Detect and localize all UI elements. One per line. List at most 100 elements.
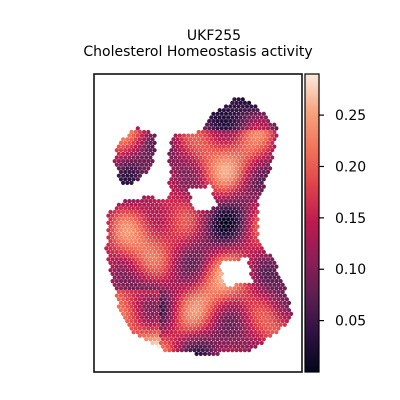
tissue-spot [268,326,273,331]
tissue-spot [137,224,142,229]
tissue-spot [114,257,119,262]
tissue-spot [173,322,178,327]
tissue-spot [244,315,250,320]
tissue-spot [226,159,231,164]
tissue-spot [213,319,218,324]
tissue-spot [215,264,220,269]
tissue-spot [144,235,149,240]
tissue-spot [156,271,161,276]
tissue-spot [131,177,136,182]
tissue-spot [213,115,218,120]
tissue-spot [186,191,191,196]
tissue-spot [215,199,220,204]
tissue-spot [219,337,224,342]
tissue-spot [169,148,174,153]
tissue-spot [200,311,205,316]
tissue-spot [152,148,157,153]
tissue-spot [142,144,147,149]
tissue-spot [167,333,172,338]
tissue-spot [186,228,191,233]
tissue-spot [219,249,224,255]
tissue-spot [249,133,254,138]
tissue-spot [244,322,250,327]
tissue-spot [125,297,130,302]
tissue-spot [131,148,136,153]
tissue-spot [215,257,220,262]
tissue-spot [228,148,233,153]
tissue-spot [217,319,222,324]
tissue-spot [253,111,258,116]
tissue-spot [150,268,155,273]
tissue-spot [121,209,126,215]
tissue-spot [169,286,174,291]
tissue-spot [244,191,250,196]
tissue-spot [152,300,157,306]
tissue-spot [160,322,166,327]
tissue-spot [165,279,170,284]
tissue-spot [207,337,212,342]
tissue-spot [186,249,191,255]
tissue-spot [236,162,241,167]
tissue-spot [257,264,262,269]
tissue-spot [173,228,178,233]
tissue-spot [238,137,243,142]
tissue-spot [163,217,168,222]
tissue-spot [135,322,140,327]
tissue-spot [133,151,138,156]
tissue-spot [247,231,252,236]
tissue-spot [209,304,214,309]
tissue-spot [223,330,229,335]
tissue-spot [261,148,266,153]
tissue-spot [226,217,231,222]
tissue-spot [194,264,199,269]
tissue-spot [129,326,134,331]
tissue-spot [251,217,256,222]
tissue-spot [217,282,222,287]
tissue-spot [116,239,121,244]
tissue-spot [217,144,222,149]
tissue-spot [259,188,264,193]
tissue-spot [230,115,235,120]
tissue-spot [249,330,254,335]
tissue-spot [253,148,258,153]
tissue-spot [129,217,134,222]
tissue-spot [236,126,241,131]
tissue-spot [240,286,245,291]
tissue-spot [253,126,258,131]
tissue-spot [249,199,254,204]
tissue-spot [110,271,115,276]
tissue-spot [198,308,203,313]
tissue-spot [112,275,117,280]
tissue-spot [215,279,220,284]
tissue-spot [265,169,271,175]
tissue-spot [129,282,134,287]
tissue-spot [234,326,239,331]
tissue-spot [238,108,243,113]
tissue-spot [209,217,214,222]
tissue-spot [188,326,193,331]
tissue-spot [181,286,187,291]
tissue-spot [219,300,224,306]
chart-subtitle: Cholesterol Homeostasis activity [83,44,312,60]
tissue-spot [171,268,176,273]
tissue-spot [173,184,178,189]
tissue-spot [217,217,222,222]
tissue-spot [217,195,222,200]
tissue-spot [118,271,124,276]
tissue-spot [198,220,203,225]
tissue-spot [186,169,191,175]
tissue-spot [219,271,224,276]
tissue-spot [173,293,178,298]
tissue-spot [236,300,241,306]
tissue-spot [116,231,121,236]
tissue-spot [123,286,128,291]
tissue-spot [280,311,285,316]
tissue-spot [112,268,117,273]
tissue-spot [190,271,195,276]
tissue-spot [135,228,140,233]
tissue-spot [255,173,260,178]
tissue-spot [177,322,182,327]
tissue-spot [177,330,182,335]
tissue-spot [127,228,132,233]
tissue-spot [242,231,247,236]
